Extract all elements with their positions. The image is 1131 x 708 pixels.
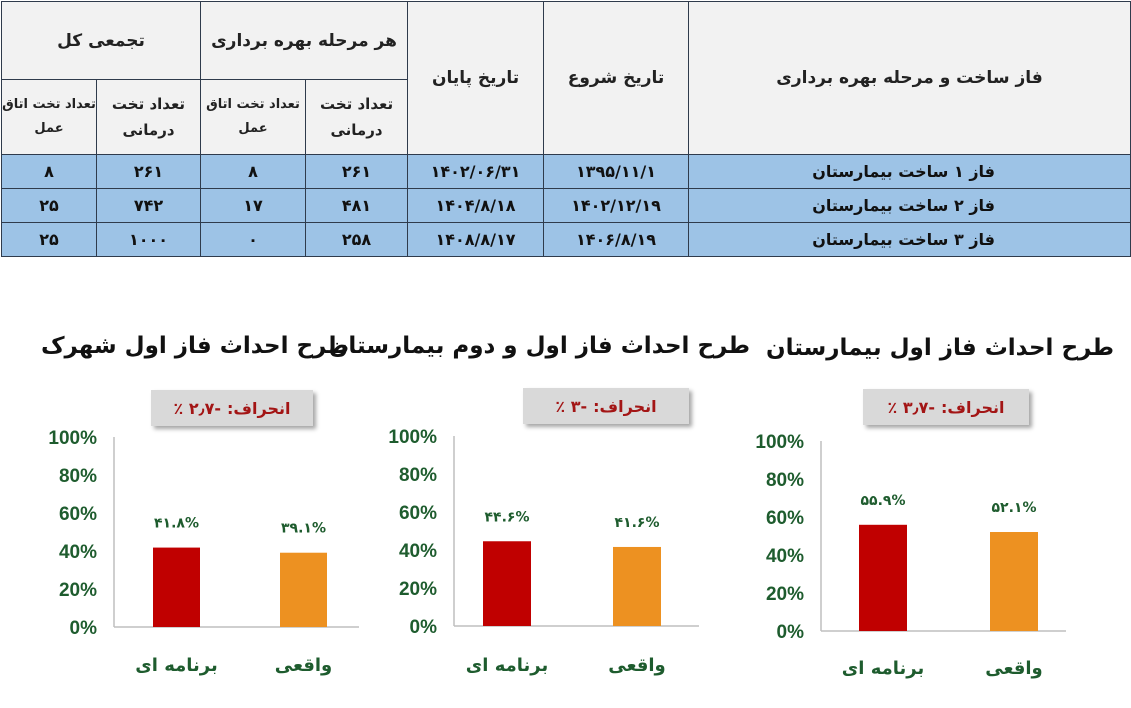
cell-total-beds: ۷۴۲ [96, 188, 201, 223]
y-tick-label: 80% [766, 470, 804, 491]
bar-planned [859, 524, 907, 631]
chart-hospital-phase1-2: طرح احداث فاز اول و دوم بیمارستان انحراف… [328, 325, 750, 705]
x-category-label: واقعی [608, 655, 666, 676]
header-total-beds: تعداد تخت درمانی [96, 79, 201, 155]
y-tick-label: 60% [766, 508, 804, 529]
cell-stage-beds: ۲۵۸ [305, 222, 409, 257]
deviation-label: انحراف: [227, 398, 291, 418]
cell-total-beds: ۲۶۱ [96, 154, 201, 189]
bar-actual [613, 546, 661, 626]
deviation-label: انحراف: [941, 397, 1005, 417]
phase-schedule-table: فاز ساخت و مرحله بهره برداری تاریخ شروع … [1, 1, 1131, 257]
bar-chart-svg: 0% 20% 40% 60% 80% 100% ۵۵.۹% برنامه ای ۵۲.۱% واق… [755, 432, 1066, 679]
x-category-label: برنامه ای [466, 655, 548, 676]
deviation-badge: انحراف: -۳ ٪ [523, 388, 689, 424]
bar-value-label: ۵۲.۱% [992, 500, 1037, 516]
bar-value-label: ۴۱.۸% [154, 516, 199, 532]
bar-planned [483, 541, 531, 626]
bar-actual [280, 552, 327, 627]
table-row: فاز ۱ ساخت بیمارستان ۱۳۹۵/۱۱/۱ ۱۴۰۲/۰۶/۳… [1, 154, 1131, 189]
y-tick-label: 100% [48, 428, 97, 449]
header-stage-beds: تعداد تخت درمانی [305, 79, 409, 155]
y-tick-label: 0% [777, 622, 805, 643]
bar-value-label: ۵۵.۹% [861, 493, 906, 509]
table-row: فاز ۳ ساخت بیمارستان ۱۴۰۶/۸/۱۹ ۱۴۰۸/۸/۱۷… [1, 222, 1131, 257]
chart-title: طرح احداث فاز اول بیمارستان [766, 335, 1114, 361]
header-phase: فاز ساخت و مرحله بهره برداری [688, 1, 1131, 155]
header-per-stage: هر مرحله بهره برداری [199, 1, 409, 80]
y-tick-label: 20% [59, 580, 97, 601]
y-tick-label: 20% [399, 579, 437, 600]
chart-title: طرح احداث فاز اول و دوم بیمارستان [328, 333, 750, 359]
deviation-value: -۲٫۷ ٪ [173, 398, 222, 418]
bar-value-label: ۴۴.۶% [485, 509, 530, 525]
header-cumulative: تجمعی کل [1, 1, 201, 80]
chart-title: طرح احداث فاز اول شهرک [40, 333, 350, 359]
bar-value-label: ۴۱.۶% [615, 515, 660, 531]
bar-chart-svg: 0% 20% 40% 60% 80% 100% ۴۱.۸% برنامه ای ۳۹.۱% واق… [48, 428, 359, 676]
y-tick-label: 60% [59, 504, 97, 525]
y-tick-label: 40% [399, 541, 437, 562]
y-tick-label: 100% [755, 432, 804, 453]
cell-phase: فاز ۳ ساخت بیمارستان [688, 222, 1131, 257]
y-tick-label: 40% [766, 546, 804, 567]
x-category-label: واقعی [275, 655, 333, 676]
header-stage-or-beds: تعداد تخت اتاق عمل [199, 79, 307, 155]
deviation-value: -۳٫۷ ٪ [887, 397, 936, 417]
cell-start: ۱۴۰۶/۸/۱۹ [543, 222, 690, 257]
y-tick-label: 60% [399, 503, 437, 524]
x-category-label: برنامه ای [842, 658, 924, 679]
cell-stage-beds: ۴۸۱ [305, 188, 409, 223]
header-start-date: تاریخ شروع [543, 1, 690, 155]
bar-planned [153, 547, 200, 627]
bar-value-label: ۳۹.۱% [281, 521, 326, 537]
cell-total-beds: ۱۰۰۰ [96, 222, 201, 257]
deviation-value: -۳ ٪ [555, 396, 588, 416]
y-tick-label: 0% [410, 617, 438, 638]
bar-actual [990, 532, 1038, 631]
cell-end: ۱۴۰۲/۰۶/۳۱ [407, 154, 545, 189]
y-tick-label: 80% [59, 466, 97, 487]
x-category-label: واقعی [985, 658, 1043, 679]
x-category-label: برنامه ای [135, 655, 217, 676]
cell-start: ۱۳۹۵/۱۱/۱ [543, 154, 690, 189]
y-tick-label: 100% [388, 427, 437, 448]
cell-stage-or: ۰ [199, 222, 307, 257]
cell-phase: فاز ۲ ساخت بیمارستان [688, 188, 1131, 223]
header-end-date: تاریخ پایان [407, 1, 545, 155]
deviation-label: انحراف: [593, 396, 657, 416]
deviation-badge: انحراف: -۳٫۷ ٪ [863, 389, 1029, 425]
cell-stage-or: ۱۷ [199, 188, 307, 223]
bar-chart-svg: 0% 20% 40% 60% 80% 100% ۴۴.۶% برنامه ای ۴۱.۶% واق… [388, 427, 699, 676]
cell-total-or: ۸ [1, 154, 97, 189]
y-tick-label: 20% [766, 584, 804, 605]
chart-hospital-phase1: طرح احداث فاز اول بیمارستان انحراف: -۳٫۷… [755, 325, 1120, 705]
y-tick-label: 0% [70, 618, 98, 639]
cell-stage-beds: ۲۶۱ [305, 154, 409, 189]
y-tick-label: 80% [399, 465, 437, 486]
cell-stage-or: ۸ [199, 154, 307, 189]
cell-end: ۱۴۰۴/۸/۱۸ [407, 188, 545, 223]
chart-township-phase1: طرح احداث فاز اول شهرک انحراف: -۲٫۷ ٪ 0%… [15, 325, 375, 705]
y-tick-label: 40% [59, 542, 97, 563]
cell-phase: فاز ۱ ساخت بیمارستان [688, 154, 1131, 189]
cell-total-or: ۲۵ [1, 188, 97, 223]
deviation-badge: انحراف: -۲٫۷ ٪ [151, 390, 313, 426]
cell-start: ۱۴۰۲/۱۲/۱۹ [543, 188, 690, 223]
header-total-or-beds: تعداد تخت اتاق عمل [1, 79, 97, 155]
cell-total-or: ۲۵ [1, 222, 97, 257]
cell-end: ۱۴۰۸/۸/۱۷ [407, 222, 545, 257]
table-row: فاز ۲ ساخت بیمارستان ۱۴۰۲/۱۲/۱۹ ۱۴۰۴/۸/۱… [1, 188, 1131, 223]
